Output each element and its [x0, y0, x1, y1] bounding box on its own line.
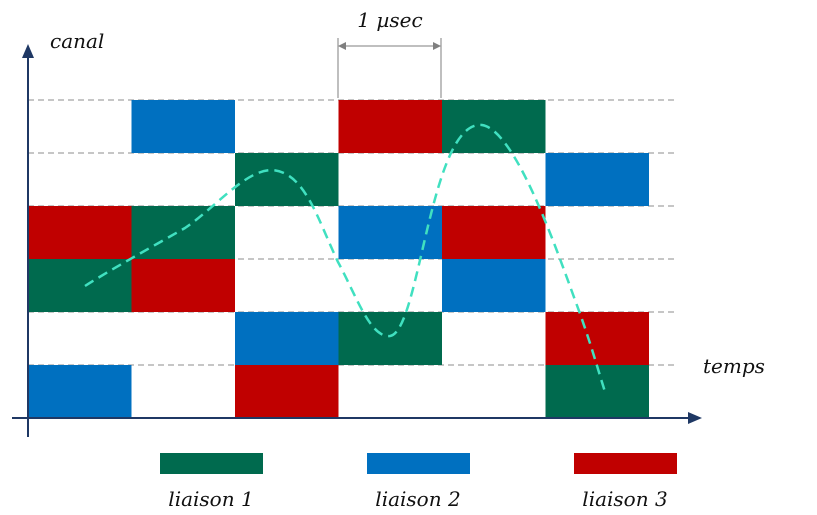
- cell-liaison2-slot-5: [545, 153, 649, 206]
- y-axis-arrowhead: [22, 44, 34, 58]
- cell-liaison2-slot-3: [338, 206, 442, 259]
- dimension-arrow-right: [433, 42, 441, 50]
- cell-liaison2-slot-4: [442, 259, 546, 312]
- x-axis-arrowhead: [688, 412, 702, 424]
- cell-liaison1-slot-5: [545, 365, 649, 418]
- legend: liaison 1 liaison 2 liaison 3: [160, 453, 677, 511]
- legend-label-liaison2: liaison 2: [375, 487, 460, 511]
- dimension-label: 1 µsec: [357, 8, 422, 32]
- legend-swatch-liaison1: [160, 453, 263, 474]
- legend-label-liaison1: liaison 1: [168, 487, 253, 511]
- time-slot-dimension: 1 µsec: [337, 8, 442, 98]
- legend-label-liaison3: liaison 3: [582, 487, 667, 511]
- legend-swatch-liaison3: [574, 453, 677, 474]
- axes: [12, 44, 702, 437]
- cell-liaison2-slot-2: [235, 312, 339, 365]
- slot-cells: [28, 100, 649, 418]
- cell-liaison1-slot-3: [338, 312, 442, 365]
- cell-liaison3-slot-3: [338, 100, 442, 153]
- cell-liaison3-slot-5: [545, 312, 649, 365]
- cell-liaison1-slot-2: [235, 153, 339, 206]
- x-axis-label: temps: [703, 354, 765, 378]
- y-axis-label: canal: [50, 29, 104, 53]
- cell-liaison3-slot-4: [442, 206, 546, 259]
- cell-liaison1-slot-1: [131, 206, 235, 259]
- cell-liaison2-slot-0: [28, 365, 132, 418]
- dimension-arrow-left: [338, 42, 346, 50]
- hopping-curve: [84, 123, 608, 396]
- cell-liaison2-slot-1: [131, 100, 235, 153]
- cell-liaison1-slot-4: [442, 100, 546, 153]
- legend-swatch-liaison2: [367, 453, 470, 474]
- cell-liaison3-slot-2: [235, 365, 339, 418]
- cell-liaison3-slot-0: [28, 206, 132, 259]
- cell-liaison3-slot-1: [131, 259, 235, 312]
